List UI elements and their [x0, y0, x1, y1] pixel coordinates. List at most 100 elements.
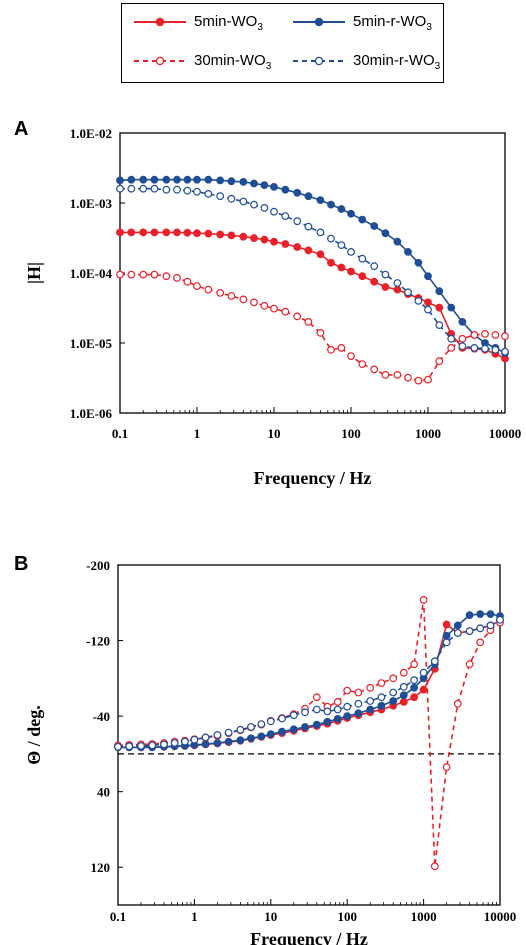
legend-swatch-5min-r-wo3: [293, 17, 345, 27]
panel-b-series-30min-r-wo3-point: [453, 629, 462, 637]
panel-b-series-30min-r-wo3-point: [430, 657, 439, 666]
panel-b-series-30min-wo3-point: [442, 763, 451, 771]
panel-a-series-30min-r-wo3-point: [358, 254, 367, 263]
panel-a-series-5min-r-wo3-point: [393, 237, 402, 246]
panel-b-series-30min-wo3-point: [333, 698, 342, 706]
panel-a-series-5min-wo3-point: [227, 231, 236, 240]
panel-a-series-30min-r-wo3-point: [370, 262, 379, 271]
panel-a-series-5min-r-wo3-point: [204, 175, 213, 184]
panel-a-x-tick-label-10000: 10000: [489, 426, 522, 441]
panel-b-series-30min-r-wo3-point: [278, 714, 286, 723]
panel-b-series-5min-r-wo3-point: [366, 705, 375, 714]
panel-b-series-30min-r-wo3-point: [496, 615, 504, 624]
panel-a-series-5min-r-wo3-point: [293, 188, 302, 197]
panel-a-series-30min-wo3-point: [337, 344, 346, 352]
panel-b-series-30min-wo3-point: [354, 688, 363, 697]
panel-b-series-5min-r-wo3-point: [465, 611, 474, 619]
panel-a-series-30min-r-wo3-point: [347, 247, 355, 256]
panel-a-series-5min-r-wo3-point: [347, 209, 355, 218]
panel-a-series-5min-r-wo3-point: [447, 303, 456, 312]
panel-b-y-tick-label-40: 40: [97, 785, 110, 800]
panel-a-series-5min-r-wo3-point: [281, 185, 290, 194]
panel-b-series-5min-r-wo3-point: [410, 683, 419, 692]
panel-a-series-5min-wo3-point: [304, 246, 313, 255]
panel-a-series-30min-wo3-point: [260, 301, 269, 310]
panel-b-series-5min-wo3-point: [419, 685, 428, 694]
panel-b-series-30min-r-wo3-point: [312, 705, 321, 714]
panel-a-series-5min-r-wo3-point: [127, 175, 136, 184]
panel-a-series-5min-r-wo3-point: [193, 175, 201, 184]
panel-a-series-5min-r-wo3: [116, 175, 509, 357]
panel-a-series-30min-wo3-line: [120, 273, 506, 382]
panel-b-x-tick-label-1000: 1000: [411, 909, 437, 924]
panel-a-series-30min-r-wo3-point: [458, 342, 467, 351]
panel-b-series-30min-r-wo3-point: [213, 731, 222, 739]
panel-b-series-30min-r-wo3-point: [301, 708, 309, 717]
panel-a-series-5min-wo3-point: [162, 228, 171, 237]
panel-label-b: B: [14, 553, 29, 575]
panel-a-series-30min-r-wo3-point: [304, 222, 313, 231]
panel-a-series-30min-wo3-point: [281, 307, 290, 316]
panel-a-series-5min-r-wo3-point: [327, 200, 335, 209]
panel-a-series-30min-r-wo3-point: [116, 184, 124, 193]
panel-b-series-30min-wo3-point: [399, 668, 408, 677]
panel-b-series-30min-r-wo3-point: [236, 725, 245, 734]
panel-b-series-30min-wo3-point: [419, 596, 428, 604]
panel-a-series-30min-r-wo3-point: [414, 297, 423, 305]
panel-b-series-30min-r-wo3-point: [442, 638, 451, 647]
panel-a-series-30min-wo3-point: [139, 270, 148, 279]
panel-a-series-5min-wo3-point: [435, 303, 444, 312]
legend-label-5min-r-wo3: 5min-r-WO3: [353, 13, 432, 33]
panel-b-series-5min-r-wo3-point: [266, 730, 275, 738]
panel-a-series-5min-r-wo3-point: [227, 177, 236, 186]
panel-b-series-30min-r-wo3-point: [323, 707, 332, 716]
panel-a-series-30min-r-wo3-point: [183, 186, 192, 195]
panel-b-series-30min-r-wo3-point: [190, 735, 199, 744]
panel-b-y-tick-label-40: -40: [93, 709, 110, 724]
panel-a-series-5min-r-wo3-point: [435, 287, 444, 296]
panel-b-series-30min-r-wo3-point: [476, 624, 485, 633]
panel-b-series-5min-r-wo3-point: [389, 697, 398, 705]
panel-b-series-5min-r-wo3-point: [453, 621, 462, 630]
panel-a-series-5min-r-wo3-point: [414, 258, 423, 267]
panel-a-series-30min-wo3-point: [435, 357, 444, 366]
panel-a-series-30min-wo3-point: [193, 282, 201, 291]
panel-a-series-30min-wo3-point: [316, 328, 325, 337]
panel-a-series-5min-wo3-point: [347, 267, 355, 276]
panel-b-series-30min-r-wo3-point: [114, 742, 122, 751]
panel-a-series-30min-wo3-point: [370, 365, 379, 374]
panel-a-x-axis-title: Frequency / Hz: [254, 468, 372, 488]
panel-b-y-axis-title: Θ / deg.: [24, 705, 44, 765]
panel-a-series-30min-r-wo3-point: [193, 187, 201, 196]
panel-a-series-5min-wo3-point: [381, 283, 390, 291]
panel-a-series-30min-wo3-point: [183, 277, 192, 286]
panel-a-series-30min-wo3-point: [204, 285, 213, 294]
panel-a-series-30min-wo3-point: [293, 312, 302, 321]
panel-b-plot-frame: [117, 564, 501, 906]
panel-b-series-5min-wo3-point: [442, 620, 451, 629]
panel-a-series-30min-r-wo3-point: [327, 234, 335, 243]
panel-a-series-5min-wo3-point: [281, 240, 290, 248]
panel-b-series-5min-wo3-line: [118, 619, 501, 749]
panel-a-series-30min-wo3-point: [393, 371, 402, 379]
panel-b-x-tick-label-10000: 10000: [484, 909, 517, 924]
panel-b-series-30min-wo3-point: [389, 674, 398, 683]
panel-label-a: A: [14, 118, 29, 140]
panel-b-x-tick-label-1: 1: [191, 909, 198, 924]
panel-a-series-30min-r-wo3: [116, 184, 509, 356]
panel-a-series-30min-wo3: [116, 270, 509, 385]
panel-a-series-30min-wo3-point: [227, 292, 236, 300]
panel-a-series-5min-r-wo3-point: [270, 182, 278, 191]
panel-a-series-30min-wo3-point: [347, 352, 355, 361]
panel-a-series-5min-r-wo3-point: [381, 229, 390, 238]
panel-a-series-5min-wo3-point: [139, 228, 148, 237]
panel-b-series-30min-wo3-point: [343, 686, 352, 695]
panel-a-series-5min-wo3-point: [250, 234, 258, 243]
panel-b-series-5min-wo3-point: [410, 693, 419, 702]
panel-a-x-tick-label-10: 10: [268, 426, 281, 441]
panel-a-series-5min-wo3-point: [337, 263, 346, 272]
panel-a-x-tick-label-1000: 1000: [415, 426, 441, 441]
chart-legend: 5min-WO3 5min-r-WO3 30min-WO3 30min-r-WO…: [121, 3, 444, 83]
legend-label-30min-wo3: 30min-WO3: [194, 52, 272, 72]
